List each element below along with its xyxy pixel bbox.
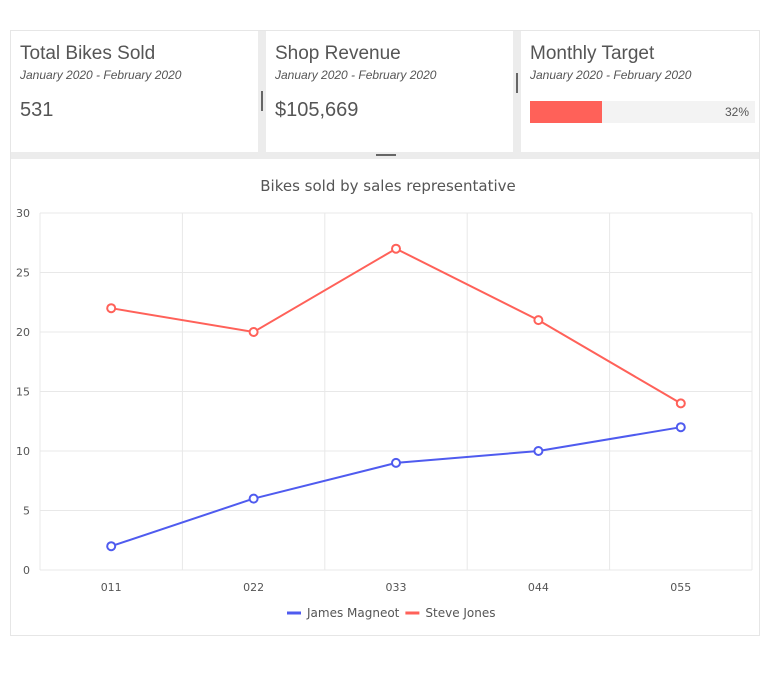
card-subtitle: January 2020 - February 2020 (530, 68, 692, 82)
x-tick-label: 033 (386, 581, 407, 594)
series-line (111, 247, 682, 405)
x-tick-label: 055 (670, 581, 691, 594)
y-tick-label: 0 (23, 564, 30, 577)
card-value: $105,669 (275, 99, 359, 121)
card-shop-revenue: Shop Revenue January 2020 - February 202… (266, 31, 513, 152)
card-monthly-target: Monthly Target January 2020 - February 2… (521, 31, 759, 152)
y-tick-label: 20 (16, 326, 30, 339)
data-point (106, 541, 117, 552)
card-title: Shop Revenue (275, 43, 401, 64)
horizontal-splitter[interactable] (11, 152, 759, 159)
data-point (391, 457, 401, 468)
series-line (110, 426, 681, 548)
resize-handle[interactable] (261, 91, 263, 111)
y-tick-label: 5 (23, 505, 30, 518)
dashboard: Total Bikes Sold January 2020 - February… (10, 30, 760, 636)
legend-label: Steve Jones (425, 606, 495, 620)
data-point (533, 315, 544, 326)
y-tick-label: 15 (16, 386, 30, 399)
legend-label: James Magneot (306, 606, 400, 620)
data-point (533, 446, 544, 456)
card-value: 531 (20, 99, 54, 121)
kpi-cards: Total Bikes Sold January 2020 - February… (11, 31, 759, 152)
x-tick-label: 022 (243, 581, 264, 594)
data-point (248, 327, 259, 337)
card-title: Total Bikes Sold (20, 43, 156, 64)
splitter-handle[interactable] (376, 154, 396, 156)
y-tick-label: 30 (16, 207, 30, 220)
x-tick-label: 011 (101, 581, 122, 594)
data-point (248, 493, 259, 504)
data-point (106, 303, 117, 314)
data-point (675, 422, 686, 433)
x-tick-label: 044 (528, 581, 549, 594)
resize-handle[interactable] (516, 73, 518, 93)
card-title: Monthly Target (530, 43, 655, 64)
card-subtitle: January 2020 - February 2020 (20, 68, 182, 82)
data-point (391, 243, 401, 254)
card-subtitle: January 2020 - February 2020 (275, 68, 437, 82)
progress-bar: 32% (530, 101, 755, 123)
data-point (675, 398, 686, 409)
y-tick-label: 10 (16, 445, 30, 458)
progress-fill (530, 101, 602, 123)
chart-title: Bikes sold by sales representative (260, 177, 515, 195)
y-tick-label: 25 (16, 267, 30, 280)
card-total-bikes-sold: Total Bikes Sold January 2020 - February… (11, 31, 258, 152)
progress-label: 32% (724, 105, 749, 119)
